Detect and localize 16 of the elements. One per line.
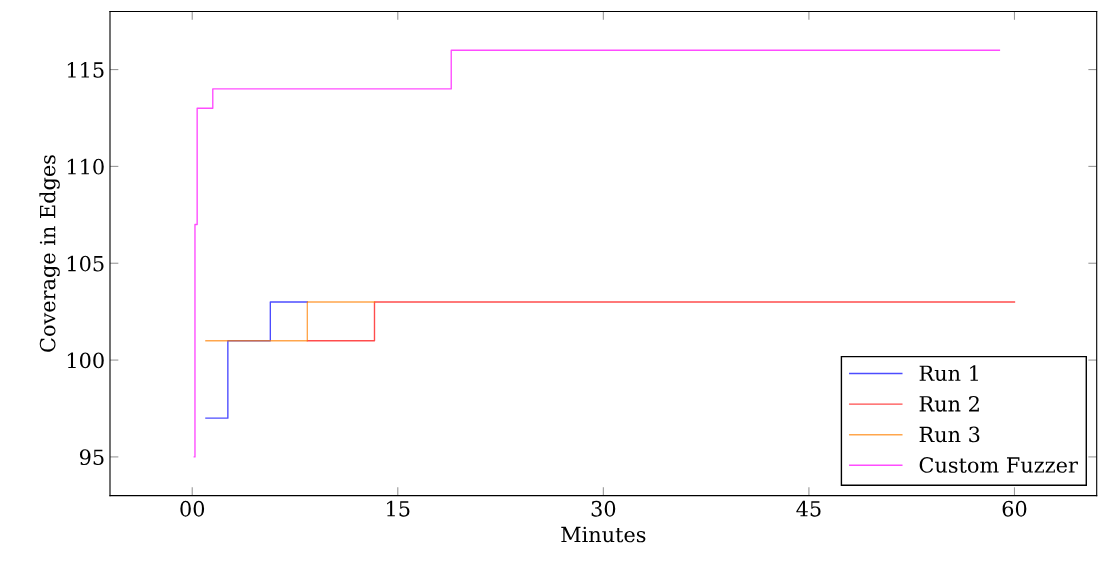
y-axis-title: Coverage in Edges	[39, 155, 60, 352]
y-tick-label: 100	[67, 352, 104, 369]
x-tick-label: 15	[387, 500, 410, 517]
x-tick-label: 00	[180, 500, 205, 517]
y-tick-label: 95	[79, 449, 104, 466]
legend-label: Run 1	[919, 365, 978, 382]
legend-label: Run 3	[919, 426, 980, 443]
legend-label: Custom Fuzzer	[919, 457, 1078, 473]
y-tick-label: 115	[67, 62, 104, 78]
x-tick-label: 30	[591, 500, 616, 517]
x-tick-label: 45	[796, 500, 821, 517]
x-axis-title: Minutes	[561, 526, 646, 543]
legend-label: Run 2	[919, 395, 979, 412]
y-tick-label: 105	[67, 255, 104, 272]
x-tick-label: 60	[1002, 500, 1027, 517]
y-tick-label: 110	[67, 158, 104, 175]
